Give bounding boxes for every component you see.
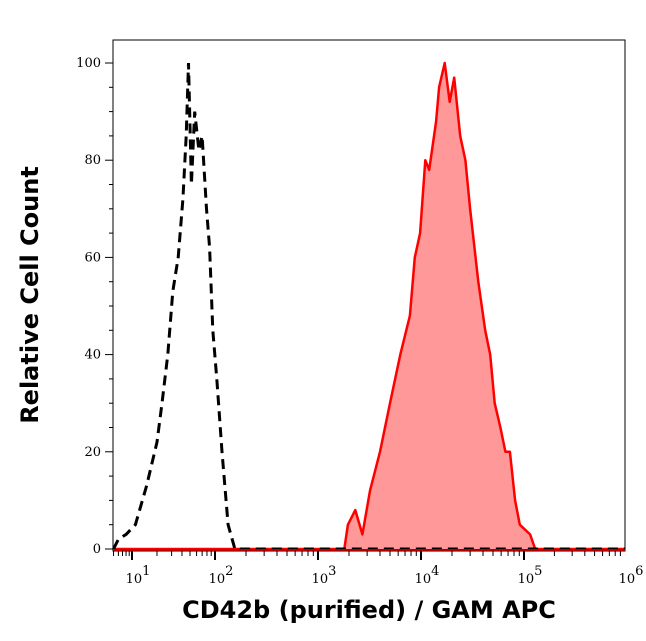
x-tick-label: 102	[209, 564, 234, 587]
series-fill-area	[113, 63, 625, 549]
series-line-dashed-black	[112, 62, 625, 551]
x-tick-label: 105	[518, 564, 543, 587]
y-tick-label: 40	[84, 348, 101, 363]
x-tick-label: 104	[415, 564, 440, 587]
x-tick-label: 103	[312, 564, 337, 587]
y-tick-label: 60	[84, 250, 101, 265]
y-tick-label: 80	[84, 153, 101, 168]
series-line-red	[113, 61, 625, 551]
x-tick-label: 101	[126, 564, 151, 587]
y-axis-title: Relative Cell Count	[16, 166, 44, 424]
x-tick-label: 106	[619, 564, 644, 587]
x-axis-title: CD42b (purified) / GAM APC	[182, 596, 556, 624]
y-tick-label: 20	[84, 445, 101, 460]
y-tick-label: 100	[76, 56, 101, 71]
y-tick-label: 0	[93, 542, 101, 557]
